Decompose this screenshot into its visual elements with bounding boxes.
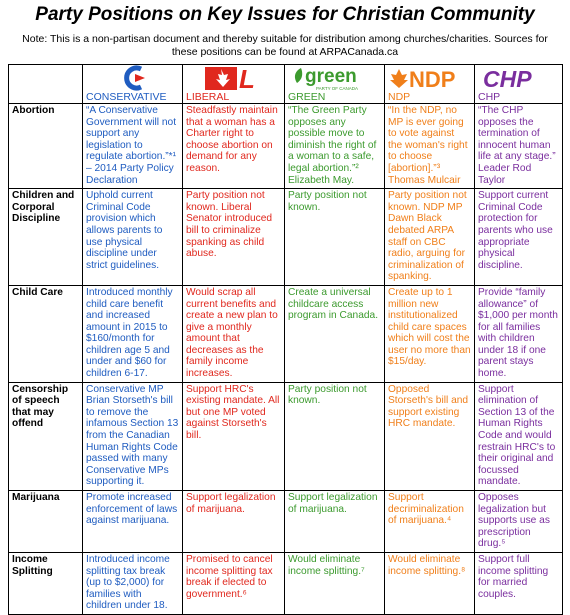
position-cell: Party position not known. Liberal Senato… xyxy=(182,188,285,286)
position-cell: Uphold current Criminal Code provision w… xyxy=(82,188,183,286)
position-cell: Introduced monthly child care benefit an… xyxy=(82,284,183,383)
row-label: Children and Corporal Discipline xyxy=(8,188,83,286)
position-cell: Support HRC's existing mandate. All but … xyxy=(182,381,285,492)
logo-subtext: PARTY OF CANADA xyxy=(316,86,358,91)
header-row: CONSERVATIVE L LIBERAL green PARTY OF CA… xyxy=(8,64,563,104)
table-row: Abortion “A Conservative Government will … xyxy=(8,102,563,190)
position-cell: Party position not known. NDP MP Dawn Bl… xyxy=(384,188,475,286)
position-cell: “A Conservative Government will not supp… xyxy=(82,102,183,190)
corner-cell xyxy=(8,64,83,104)
row-label: Child Care xyxy=(8,284,83,383)
position-cell: Create a universal childcare access prog… xyxy=(284,284,385,383)
header-cell: NDP NDP xyxy=(384,64,475,104)
green-logo: green PARTY OF CANADA xyxy=(294,66,358,91)
position-cell: Conservative MP Brian Storseth's bill to… xyxy=(82,381,183,492)
position-cell: Support elimination of Section 13 of the… xyxy=(474,381,563,492)
table-row: Marijuana Promote increased enforcement o… xyxy=(8,490,563,553)
position-cell: Provide “family allowance” of $1,000 per… xyxy=(474,284,563,383)
table-body: CONSERVATIVE L LIBERAL green PARTY OF CA… xyxy=(8,64,563,615)
chp-logo: CHP xyxy=(483,66,532,91)
header-cell: green PARTY OF CANADA GREEN xyxy=(284,64,385,104)
position-cell: Introduced income splitting tax break (u… xyxy=(82,551,183,615)
logo-text: green xyxy=(305,66,357,87)
position-cell: Create up to 1 million new institutional… xyxy=(384,284,475,383)
logo-text: CHP xyxy=(483,66,532,91)
position-cell: Promote increased enforcement of laws ag… xyxy=(82,490,183,553)
position-cell: Would eliminate income splitting.⁷ xyxy=(284,551,385,615)
position-cell: Opposes legalization but supports use as… xyxy=(474,490,563,553)
logo-text: L xyxy=(239,65,255,91)
table-row: Children and Corporal Discipline Uphold c… xyxy=(8,188,563,286)
position-cell: Promised to cancel income splitting tax … xyxy=(182,551,285,615)
position-cell: “In the NDP, no MP is ever going to vote… xyxy=(384,102,475,190)
row-label: Censorship of speech that may offend xyxy=(8,381,83,492)
header-cell: CONSERVATIVE xyxy=(82,64,183,104)
position-cell: Would scrap all current benefits and cre… xyxy=(182,284,285,383)
position-cell: Party position not known. xyxy=(284,381,385,492)
title: Party Positions on Key Issues for Christ… xyxy=(35,4,535,25)
row-label: Income Splitting xyxy=(8,551,83,615)
position-cell: Support decriminalization of marijuana.⁴ xyxy=(384,490,475,553)
note: Note: This is a non-partisan document an… xyxy=(22,33,548,58)
positions-table: CONSERVATIVE L LIBERAL green PARTY OF CA… xyxy=(8,64,563,615)
conservative-logo xyxy=(124,65,145,91)
position-cell: Support full income splitting for marrie… xyxy=(474,551,563,615)
party-name: NDP xyxy=(388,91,411,103)
table-row: Censorship of speech that may offend Cons… xyxy=(8,381,563,492)
position-cell: Party position not known. xyxy=(284,188,385,286)
position-cell: Steadfastly maintain that a woman has a … xyxy=(182,102,285,190)
position-cell: Support current Criminal Code protection… xyxy=(474,188,563,286)
party-name: GREEN xyxy=(288,91,326,103)
party-name: LIBERAL xyxy=(186,91,230,103)
header-cell: CHP CHP xyxy=(474,64,563,104)
logo-text: NDP xyxy=(409,67,455,91)
position-cell: Would eliminate income splitting.⁸ xyxy=(384,551,475,615)
party-name: CHP xyxy=(478,91,501,103)
page: Party Positions on Key Issues for Christ… xyxy=(8,4,563,615)
position-cell: Support legalization of marijuana. xyxy=(182,490,285,553)
ndp-logo: NDP xyxy=(390,67,455,91)
row-label: Abortion xyxy=(8,102,83,190)
table-row: Income Splitting Introduced income splitt… xyxy=(8,551,563,615)
party-name: CONSERVATIVE xyxy=(86,91,167,103)
position-cell: Support legalization of marijuana. xyxy=(284,490,385,553)
position-cell: “The Green Party opposes any possible mo… xyxy=(284,102,385,190)
header-cell: L LIBERAL xyxy=(182,64,285,104)
row-label: Marijuana xyxy=(8,490,83,553)
table-row: Child Care Introduced monthly child care … xyxy=(8,284,563,383)
position-cell: “The CHP opposes the termination of inno… xyxy=(474,102,563,190)
liberal-logo: L xyxy=(205,65,255,91)
position-cell: Opposed Storseth's bill and support exis… xyxy=(384,381,475,492)
